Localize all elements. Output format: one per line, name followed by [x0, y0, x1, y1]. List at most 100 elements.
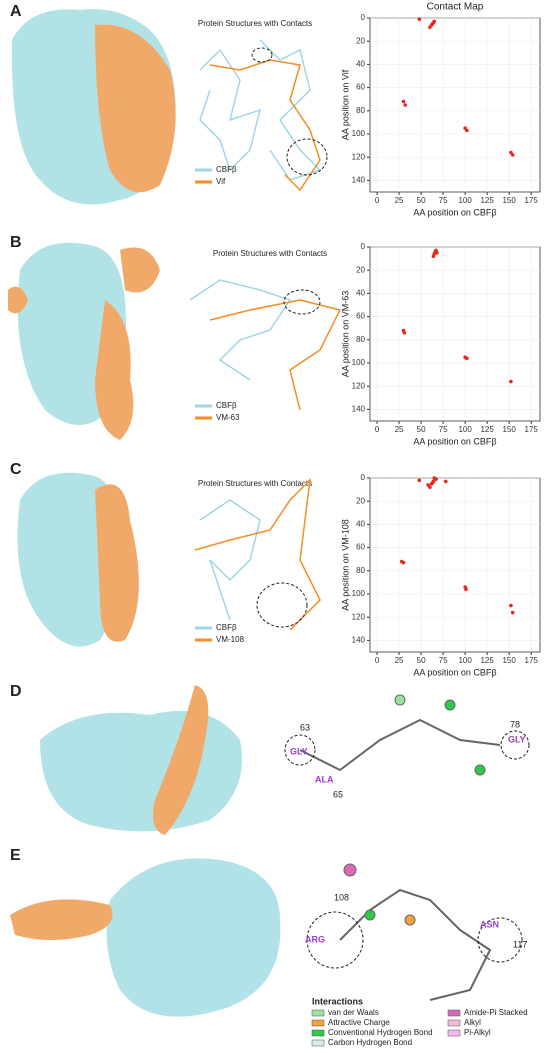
x-tick-label: 150 [502, 656, 516, 665]
x-tick-label: 150 [502, 196, 516, 205]
y-tick-label: 0 [361, 473, 366, 482]
legend-label: Carbon Hydrogen Bond [328, 1038, 412, 1047]
x-tick-label: 25 [395, 656, 404, 665]
legend-label: VM-108 [216, 635, 245, 644]
panel-label: E [10, 847, 21, 864]
ligand-d [284, 694, 530, 776]
y-tick-label: 20 [356, 36, 365, 45]
x-tick-label: 175 [525, 425, 539, 434]
x-tick-label: 100 [458, 196, 472, 205]
legend-swatch [311, 1029, 325, 1037]
residue-name: ASN [480, 919, 499, 929]
residue-number: 117 [513, 939, 527, 949]
y-tick-label: 20 [356, 496, 365, 505]
panel-label: B [10, 234, 22, 251]
x-tick-label: 25 [395, 196, 404, 205]
legend-label: CBFβ [216, 623, 237, 632]
residue-name: ALA [315, 774, 334, 784]
panel-label: A [10, 3, 22, 20]
contact-point [401, 99, 406, 104]
x-tick-label: 150 [502, 425, 516, 434]
ligand-e [306, 863, 523, 1001]
residue-name: ARG [305, 934, 325, 944]
x-tick-label: 0 [375, 196, 380, 205]
legend-swatch [447, 1009, 461, 1017]
panel-label: D [10, 683, 22, 700]
x-tick-label: 100 [458, 656, 472, 665]
x-tick-label: 75 [439, 196, 448, 205]
contact-point [509, 379, 513, 384]
contact-point [510, 153, 515, 157]
contact-point [509, 603, 513, 608]
contact-point [403, 103, 408, 107]
residue-number: 65 [333, 789, 343, 799]
contact-point [443, 479, 448, 484]
x-axis-label: AA position on CBFβ [413, 667, 496, 677]
contact-point [401, 560, 406, 565]
y-tick-label: 140 [352, 636, 366, 645]
chart-title: Contact Map [427, 2, 484, 13]
contact-point [402, 331, 407, 335]
legend-title: Interactions [312, 996, 363, 1006]
y-tick-label: 80 [356, 335, 365, 344]
y-axis-label: AA position on Vif [340, 69, 350, 140]
structure-c: Protein Structures with Contacts CBFβ VM… [194, 477, 321, 644]
structure-title: Protein Structures with Contacts [213, 249, 327, 258]
y-tick-label: 80 [356, 566, 365, 575]
contact-point [434, 477, 438, 481]
contact-point [465, 356, 469, 361]
plot-area [369, 246, 541, 422]
legend-label: van der Waals [328, 1008, 379, 1017]
x-tick-label: 125 [480, 656, 494, 665]
x-tick-label: 175 [525, 656, 539, 665]
contact-point [510, 610, 515, 615]
x-tick-label: 100 [458, 425, 472, 434]
y-tick-label: 0 [361, 242, 366, 251]
x-tick-label: 75 [439, 656, 448, 665]
x-tick-label: 175 [525, 196, 539, 205]
y-tick-label: 120 [352, 152, 366, 161]
y-tick-label: 120 [352, 381, 366, 390]
x-tick-label: 50 [417, 656, 426, 665]
panel-label: C [10, 461, 22, 478]
y-axis-label: AA position on VM-63 [340, 291, 350, 378]
legend-swatch [311, 1019, 325, 1027]
legend-swatch [311, 1039, 325, 1047]
residue-name: GLY [290, 746, 308, 756]
legend-label: CBFβ [216, 401, 237, 410]
residue-number: 108 [334, 892, 349, 902]
structure-b: Protein Structures with Contacts CBFβ VM… [189, 249, 342, 422]
surface-a [11, 9, 176, 205]
residue-number: 78 [510, 719, 520, 729]
y-tick-label: 0 [361, 13, 366, 22]
contact-point [417, 478, 422, 483]
contact-point [431, 479, 436, 484]
y-tick-label: 80 [356, 106, 365, 115]
legend-label: VM-63 [216, 413, 240, 422]
y-tick-label: 60 [356, 543, 365, 552]
legend-swatch [311, 1009, 325, 1017]
y-tick-label: 120 [352, 612, 366, 621]
x-tick-label: 125 [480, 196, 494, 205]
x-tick-label: 50 [417, 425, 426, 434]
contact-point [432, 19, 437, 24]
x-tick-label: 125 [480, 425, 494, 434]
structure-a: Protein Structures with Contacts CBFβ Vi… [195, 19, 328, 192]
x-axis-label: AA position on CBFβ [413, 207, 496, 217]
surface-c [17, 472, 139, 647]
surface-d [40, 685, 242, 835]
x-tick-label: 25 [395, 425, 404, 434]
y-tick-label: 100 [352, 129, 366, 138]
y-tick-label: 140 [352, 176, 366, 185]
structure-title: Protein Structures with Contacts [198, 479, 312, 488]
legend-label: Amide-Pi Stacked [464, 1008, 528, 1017]
legend-label: Vif [216, 177, 226, 186]
x-tick-label: 50 [417, 196, 426, 205]
y-axis-label: AA position on VM-108 [340, 519, 350, 611]
contact-point [428, 485, 432, 490]
y-tick-label: 20 [356, 265, 365, 274]
x-tick-label: 0 [375, 656, 380, 665]
legend-label: Alkyl [464, 1018, 481, 1027]
